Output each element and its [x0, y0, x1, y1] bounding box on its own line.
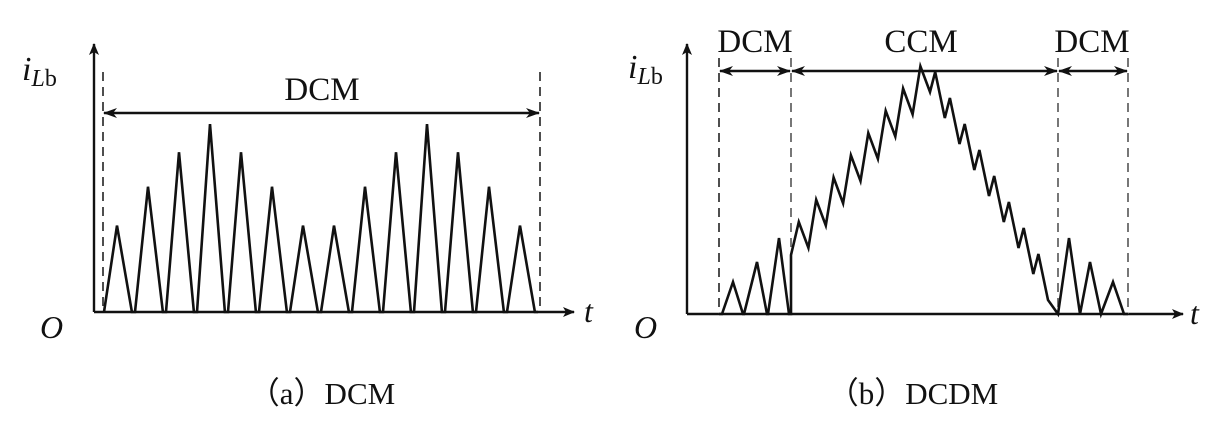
panel-b-region-label-dcm-right: DCM — [1054, 24, 1129, 60]
panel-a: iLb O t DCM （a）DCM — [22, 43, 594, 411]
panel-b: iLb O t DCM CCM DCM （b）DCDM — [628, 24, 1200, 411]
panel-a-caption: （a）DCM — [249, 376, 395, 411]
panel-a-origin-label: O — [40, 309, 63, 345]
panel-b-region-label-ccm: CCM — [884, 24, 957, 60]
panel-a-y-label: iLb — [22, 51, 57, 92]
panel-b-caption: （b）DCDM — [828, 376, 999, 411]
panel-a-x-label: t — [584, 293, 594, 329]
panel-a-pulse-waveform — [102, 123, 538, 314]
panel-a-region-label: DCM — [284, 72, 359, 108]
panel-b-x-label: t — [1190, 295, 1200, 331]
panel-b-region-label-dcm-left: DCM — [717, 24, 792, 60]
panel-b-origin-label: O — [634, 309, 657, 345]
panel-b-current-waveform — [719, 61, 1128, 319]
panel-b-y-label: iLb — [628, 49, 663, 90]
